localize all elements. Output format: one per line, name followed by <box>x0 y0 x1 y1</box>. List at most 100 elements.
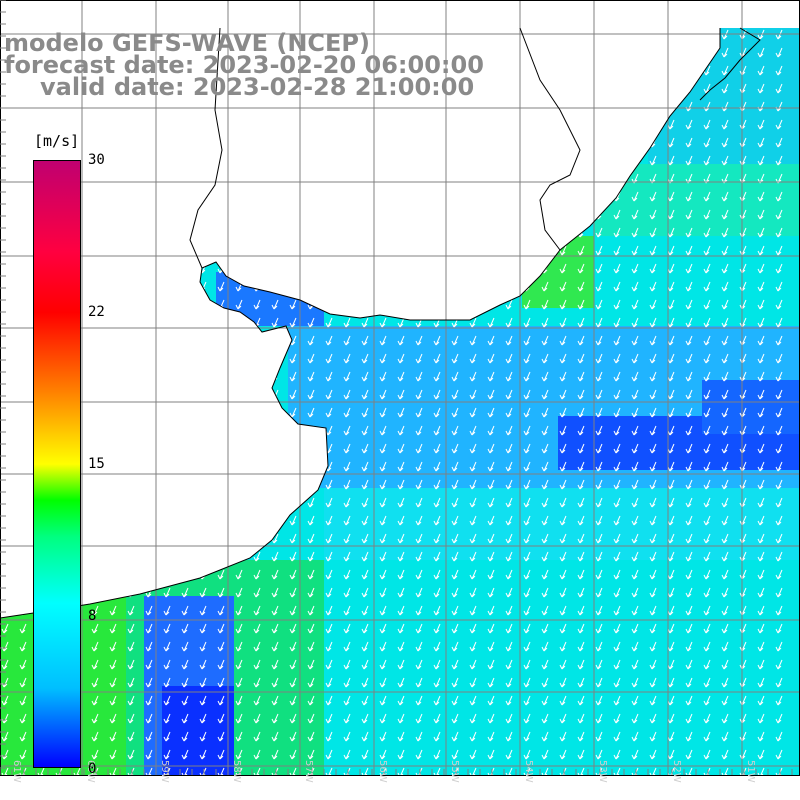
wind-arrow <box>307 245 315 256</box>
speed-cell <box>486 560 504 578</box>
wind-arrow <box>271 245 279 256</box>
lat-lon-grid <box>0 0 800 776</box>
speed-cell <box>504 272 522 290</box>
wind-arrow <box>505 551 513 562</box>
speed-cell <box>396 686 414 704</box>
wind-arrow <box>631 479 639 490</box>
speed-cell <box>108 308 126 326</box>
speed-cell <box>126 704 144 722</box>
wind-arrow <box>487 371 495 382</box>
wind-arrow <box>91 749 99 760</box>
wind-arrow <box>253 767 261 775</box>
speed-cell <box>612 578 630 596</box>
wind-arrow <box>613 317 621 328</box>
wind-arrow <box>109 209 117 220</box>
wind-arrow <box>631 443 639 454</box>
speed-cell <box>468 164 486 182</box>
speed-cell <box>630 56 648 74</box>
wind-arrow <box>451 101 459 112</box>
speed-cell <box>774 380 792 398</box>
speed-cell <box>540 218 558 236</box>
wind-arrow <box>757 515 765 526</box>
speed-cell <box>666 650 684 668</box>
speed-cell <box>288 596 306 614</box>
wind-arrow <box>649 353 657 364</box>
speed-cell <box>504 362 522 380</box>
wind-arrow <box>325 245 333 256</box>
wind-arrow <box>613 749 621 760</box>
wind-arrow <box>433 479 441 490</box>
speed-cell <box>540 704 558 722</box>
speed-cell <box>594 110 612 128</box>
wind-arrow <box>19 749 27 760</box>
speed-cell <box>774 578 792 596</box>
wind-arrow <box>73 101 81 112</box>
speed-cell <box>666 344 684 362</box>
wind-arrow <box>289 263 297 274</box>
speed-cell <box>378 614 396 632</box>
wind-arrow <box>649 335 657 346</box>
speed-cell <box>576 56 594 74</box>
speed-cell <box>396 650 414 668</box>
wind-arrow <box>271 101 279 112</box>
speed-cell <box>522 146 540 164</box>
speed-cell <box>378 506 396 524</box>
speed-cell <box>144 308 162 326</box>
speed-cell <box>558 650 576 668</box>
speed-cell <box>648 776 666 794</box>
wind-arrow <box>415 569 423 580</box>
speed-cell <box>414 722 432 740</box>
speed-cell <box>180 704 198 722</box>
speed-cell <box>378 452 396 470</box>
speed-cell <box>702 686 720 704</box>
wind-arrow <box>109 155 117 166</box>
speed-cell <box>720 362 738 380</box>
speed-cell <box>252 128 270 146</box>
speed-cell <box>288 704 306 722</box>
speed-cell <box>630 416 648 434</box>
speed-cell <box>792 524 800 542</box>
wind-arrow <box>1 281 9 292</box>
wind-arrow <box>127 209 135 220</box>
speed-cell <box>288 632 306 650</box>
wind-arrow <box>55 101 63 112</box>
wind-arrow <box>127 317 135 328</box>
wind-arrow <box>505 605 513 616</box>
speed-cell <box>144 200 162 218</box>
wind-arrow <box>595 389 603 400</box>
speed-cell <box>486 650 504 668</box>
wind-arrow <box>181 119 189 130</box>
wind-arrow <box>109 461 117 472</box>
wind-arrow <box>253 119 261 130</box>
wind-arrow <box>325 533 333 544</box>
speed-cell <box>720 452 738 470</box>
wind-arrow <box>451 731 459 742</box>
wind-arrow <box>775 281 783 292</box>
wind-arrow <box>145 461 153 472</box>
wind-arrow <box>415 137 423 148</box>
wind-arrow <box>451 137 459 148</box>
speed-cell <box>252 560 270 578</box>
speed-cell <box>162 668 180 686</box>
speed-cell <box>360 218 378 236</box>
speed-cell <box>306 254 324 272</box>
wind-arrow <box>379 407 387 418</box>
wind-arrow <box>19 119 27 130</box>
wind-arrow <box>595 713 603 724</box>
wind-arrow <box>487 461 495 472</box>
speed-cell <box>756 146 774 164</box>
speed-cell <box>216 362 234 380</box>
speed-cell <box>180 200 198 218</box>
speed-cell <box>396 434 414 452</box>
speed-cell <box>396 668 414 686</box>
wind-arrow <box>361 497 369 508</box>
speed-cell <box>774 28 792 38</box>
wind-arrow <box>541 137 549 148</box>
speed-cell <box>396 560 414 578</box>
speed-cell <box>180 686 198 704</box>
wind-arrow <box>703 281 711 292</box>
wind-arrow <box>145 605 153 616</box>
speed-cell <box>0 560 18 578</box>
speed-cell <box>612 686 630 704</box>
wind-arrow <box>703 317 711 328</box>
